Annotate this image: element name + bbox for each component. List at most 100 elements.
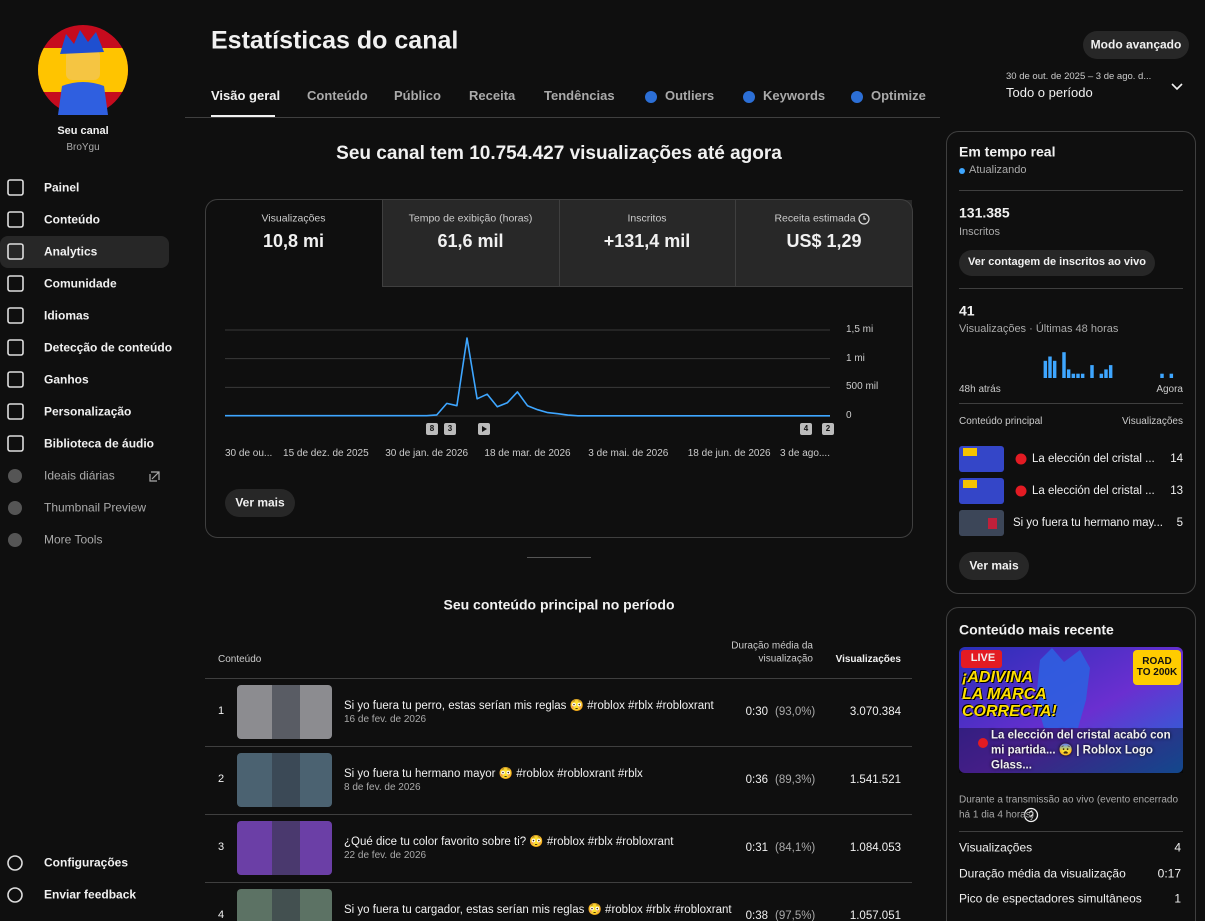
row-views: 3.070.384 (849, 705, 901, 718)
channel-label: Seu canal (57, 125, 109, 138)
content-title[interactable]: La elección del cristal ... (1032, 452, 1155, 465)
nav-item[interactable]: Painel (44, 180, 80, 195)
row-duration: 0:31 (745, 841, 768, 854)
metric-value[interactable]: 61,6 mil (437, 230, 504, 251)
x-tick-label: 30 de jan. de 2026 (385, 447, 469, 459)
x-tick-label: 18 de mar. de 2026 (484, 447, 571, 459)
nav-item[interactable]: Personalização (44, 404, 132, 419)
row-views: 1.057.051 (849, 909, 901, 921)
content-views: 13 (1170, 484, 1183, 497)
recent-note: Durante a transmissão ao vivo (evento en… (959, 794, 1179, 821)
content-views: 14 (1170, 452, 1183, 465)
row-title[interactable]: ¿Qué dice tu color favorito sobre ti? 😳 … (344, 835, 674, 848)
x-tick-label: Agora (1156, 383, 1183, 395)
more-button-label[interactable]: Ver mais (235, 495, 285, 510)
live-dot (1015, 485, 1027, 497)
thumbnail-shade (959, 728, 1183, 773)
live-dot (978, 738, 988, 748)
nav-item[interactable]: Ideais diárias (44, 468, 115, 483)
date-range[interactable]: 30 de out. de 2025 – 3 de ago. d... (1006, 71, 1152, 83)
row-percent: (93,0%) (775, 705, 816, 718)
y-tick-label: 1,5 mi (846, 323, 874, 335)
subscribers-button[interactable] (959, 250, 1155, 276)
avatar-face (66, 50, 100, 80)
nav-item[interactable]: More Tools (44, 532, 103, 547)
annotation-label[interactable]: 2 (825, 424, 831, 433)
row-title[interactable]: Si yo fuera tu cargador, estas serían mi… (344, 903, 732, 916)
chevron[interactable] (1171, 83, 1183, 91)
x-tick-label: 18 de jun. de 2026 (687, 447, 771, 459)
row-date: 16 de fev. de 2026 (344, 713, 427, 725)
tab[interactable]: Receita (469, 87, 516, 103)
row-percent: (84,1%) (775, 841, 816, 854)
tab[interactable]: Optimize (871, 87, 926, 103)
row-title[interactable]: Si yo fuera tu perro, estas serían mis r… (344, 699, 714, 712)
metric-label[interactable]: Visualizações (261, 212, 326, 225)
annotation-box[interactable] (426, 423, 438, 435)
column-header: Conteúdo (218, 653, 262, 665)
avatar-hair (60, 30, 104, 54)
row-rank: 4 (217, 909, 225, 921)
nav-item[interactable]: Detecção de conteúdo (44, 340, 173, 355)
nav-item[interactable]: Ganhos (44, 372, 89, 387)
tab[interactable]: Público (394, 87, 441, 103)
nav-icon (7, 887, 23, 903)
annotation-box[interactable] (822, 423, 834, 435)
bar (1080, 373, 1085, 378)
subscribers-button-label[interactable]: Ver contagem de inscritos ao vivo (968, 256, 1146, 269)
annotation-label[interactable]: 4 (803, 424, 809, 433)
row-duration: 0:36 (745, 773, 768, 786)
more-button[interactable] (225, 489, 295, 517)
nav-item[interactable]: Analytics (44, 244, 98, 259)
metric-value[interactable]: 10,8 mi (262, 230, 325, 251)
row-thumbnail-inner (272, 889, 300, 921)
bar (1043, 360, 1048, 378)
status-dot (959, 168, 965, 174)
more-button-label[interactable]: Ver mais (969, 558, 1019, 573)
nav-item[interactable]: Idiomas (44, 308, 90, 323)
overview-card (205, 199, 913, 538)
recent-video-title[interactable]: La elección del cristal acabó con mi par… (991, 729, 1171, 772)
annotation-box[interactable] (800, 423, 812, 435)
nav-icon (7, 243, 24, 260)
nav-item[interactable]: Biblioteca de áudio (44, 436, 155, 451)
advanced-button-label[interactable]: Modo avançado (1090, 37, 1182, 52)
tab[interactable]: Keywords (763, 87, 826, 103)
bar (1160, 373, 1164, 378)
period[interactable]: Todo o período (1006, 84, 1093, 100)
content-title[interactable]: La elección del cristal ... (1032, 484, 1155, 497)
bar (1108, 365, 1113, 378)
tab[interactable]: Conteúdo (307, 87, 368, 103)
help-icon[interactable] (1023, 807, 1039, 823)
recent-card (946, 607, 1196, 921)
annotation-box[interactable] (444, 423, 456, 435)
metric-label[interactable]: Inscritos (627, 212, 667, 225)
metric-label[interactable]: Receita estimada (774, 212, 856, 225)
metric-value[interactable]: +131,4 mil (603, 230, 691, 251)
nav-icon (8, 469, 22, 483)
tab[interactable]: Tendências (544, 87, 615, 103)
nav-icon (7, 211, 24, 228)
content-title[interactable]: Si yo fuera tu hermano may... (1013, 516, 1163, 529)
annotation-label[interactable]: 3 (447, 424, 453, 433)
clock-icon (858, 213, 870, 225)
nav-item[interactable]: Conteúdo (44, 212, 100, 227)
metric-label[interactable]: Tempo de exibição (horas) (408, 212, 533, 225)
annotation-label[interactable]: 8 (429, 424, 435, 433)
nav-item[interactable]: Comunidade (44, 276, 117, 291)
nav-item[interactable]: Configurações (44, 855, 129, 870)
nav-item[interactable]: Enviar feedback (44, 887, 137, 902)
nav-item[interactable]: Thumbnail Preview (44, 500, 147, 515)
more-button[interactable] (959, 552, 1029, 580)
x-tick-label: 3 de ago.... (779, 447, 830, 459)
views-label: Visualizações · Últimas 48 horas (959, 323, 1119, 336)
nav-icon (7, 307, 24, 324)
content-thumbnail[interactable] (959, 510, 1004, 536)
tab[interactable]: Outliers (665, 87, 715, 103)
live-dot (1015, 453, 1027, 465)
tab[interactable]: Visão geral (211, 87, 281, 103)
advanced-button[interactable] (1083, 31, 1189, 59)
metric-value[interactable]: US$ 1,29 (786, 230, 862, 251)
bar (1099, 373, 1104, 378)
row-title[interactable]: Si yo fuera tu hermano mayor 😳 #roblox #… (344, 767, 643, 780)
